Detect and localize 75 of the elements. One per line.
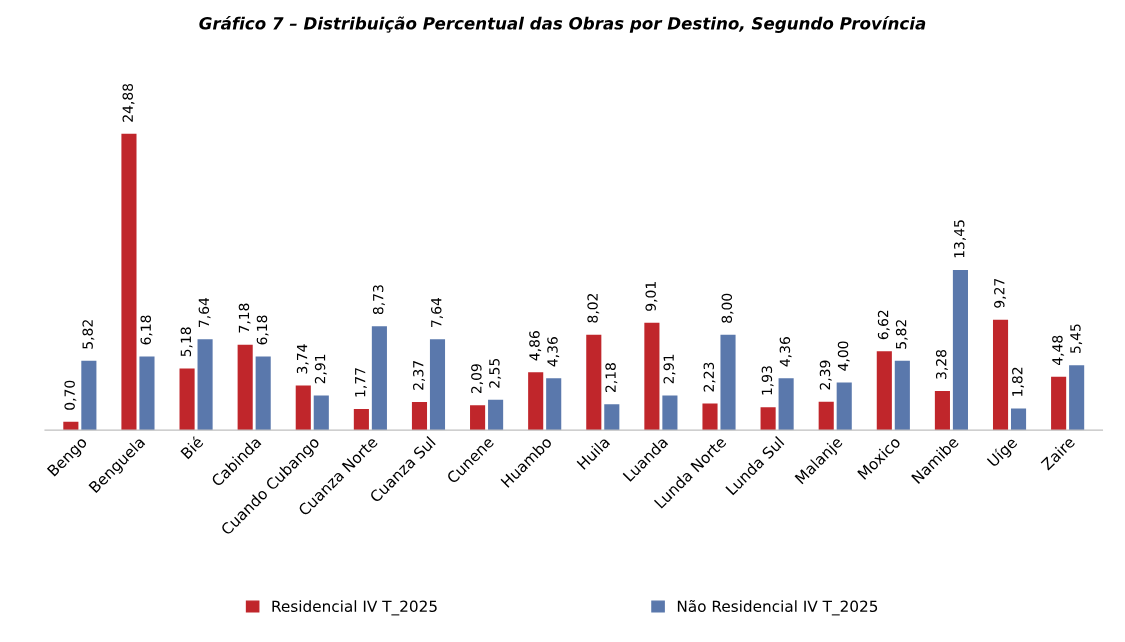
data-label: 4,36	[779, 337, 792, 367]
bar	[411, 401, 428, 431]
bar	[818, 401, 834, 431]
data-label: 2,55	[489, 358, 502, 388]
data-label: 1,82	[1012, 367, 1024, 396]
bar	[876, 351, 892, 431]
data-label: 8,02	[587, 293, 600, 323]
bar	[371, 326, 387, 431]
bar	[992, 319, 1009, 431]
bar	[546, 378, 562, 431]
data-label: 2,91	[314, 354, 327, 384]
bar	[1069, 365, 1085, 431]
data-label: 0,70	[64, 380, 77, 410]
data-label: 5,18	[180, 327, 193, 357]
bar	[760, 407, 776, 431]
data-label: 6,18	[256, 315, 269, 345]
chart-title: Gráfico 7 – Distribuição Percentual das Obras por Destino, Segundo Província	[199, 16, 926, 33]
bar	[179, 368, 195, 431]
bar	[295, 385, 311, 431]
legend-label: Não Residencial IV T_2025	[677, 599, 878, 616]
bar	[604, 404, 620, 431]
data-label: 2,18	[605, 363, 618, 393]
data-label: 4,00	[837, 341, 850, 371]
x-tick-label: Bié	[179, 435, 204, 460]
data-label: 2,91	[663, 354, 676, 384]
bar	[313, 395, 329, 431]
bar	[1010, 408, 1027, 431]
bar	[1051, 376, 1067, 431]
data-label: 9,27	[994, 278, 1006, 308]
data-label: 7,64	[198, 297, 211, 327]
bar	[197, 339, 213, 431]
bar	[836, 382, 852, 431]
data-label: 2,09	[471, 364, 484, 394]
bar	[952, 269, 968, 431]
data-label: 5,82	[82, 320, 95, 349]
bar	[702, 403, 718, 431]
data-label: 4,86	[529, 331, 542, 361]
bar	[237, 344, 253, 431]
bar	[139, 356, 155, 431]
bar	[720, 334, 736, 431]
data-label: 3,74	[296, 344, 309, 374]
data-label: 2,23	[703, 362, 716, 392]
data-label: 2,39	[819, 360, 832, 390]
data-label: 6,62	[877, 310, 890, 340]
bar	[488, 399, 504, 431]
bar	[934, 391, 950, 431]
bar	[429, 339, 446, 431]
bar	[662, 395, 678, 431]
data-label: 1,93	[761, 366, 774, 395]
bar	[778, 378, 794, 431]
bar	[81, 360, 97, 431]
data-label: 2,37	[413, 361, 425, 390]
bar	[644, 322, 660, 431]
bar	[255, 356, 271, 431]
bar	[470, 405, 486, 431]
data-label: 1,77	[355, 368, 367, 397]
bar	[586, 334, 602, 431]
bar	[121, 133, 137, 431]
data-label: 24,88	[122, 83, 135, 122]
data-label: 8,73	[372, 285, 385, 315]
data-label: 4,36	[547, 337, 560, 367]
data-label: 7,18	[238, 303, 251, 333]
data-label: 5,82	[895, 320, 908, 349]
data-label: 8,00	[721, 293, 734, 323]
data-label: 7,64	[431, 297, 443, 327]
legend-label: Residencial IV T_2025	[272, 600, 437, 616]
bar	[528, 372, 544, 431]
data-label: 6,18	[140, 315, 153, 345]
data-label: 3,28	[935, 349, 948, 379]
data-label: 9,01	[645, 282, 658, 311]
data-label: 13,45	[953, 220, 966, 258]
data-label: 5,45	[1070, 324, 1083, 354]
data-label: 4,48	[1052, 335, 1065, 365]
bar	[894, 360, 910, 431]
bar	[353, 409, 369, 431]
